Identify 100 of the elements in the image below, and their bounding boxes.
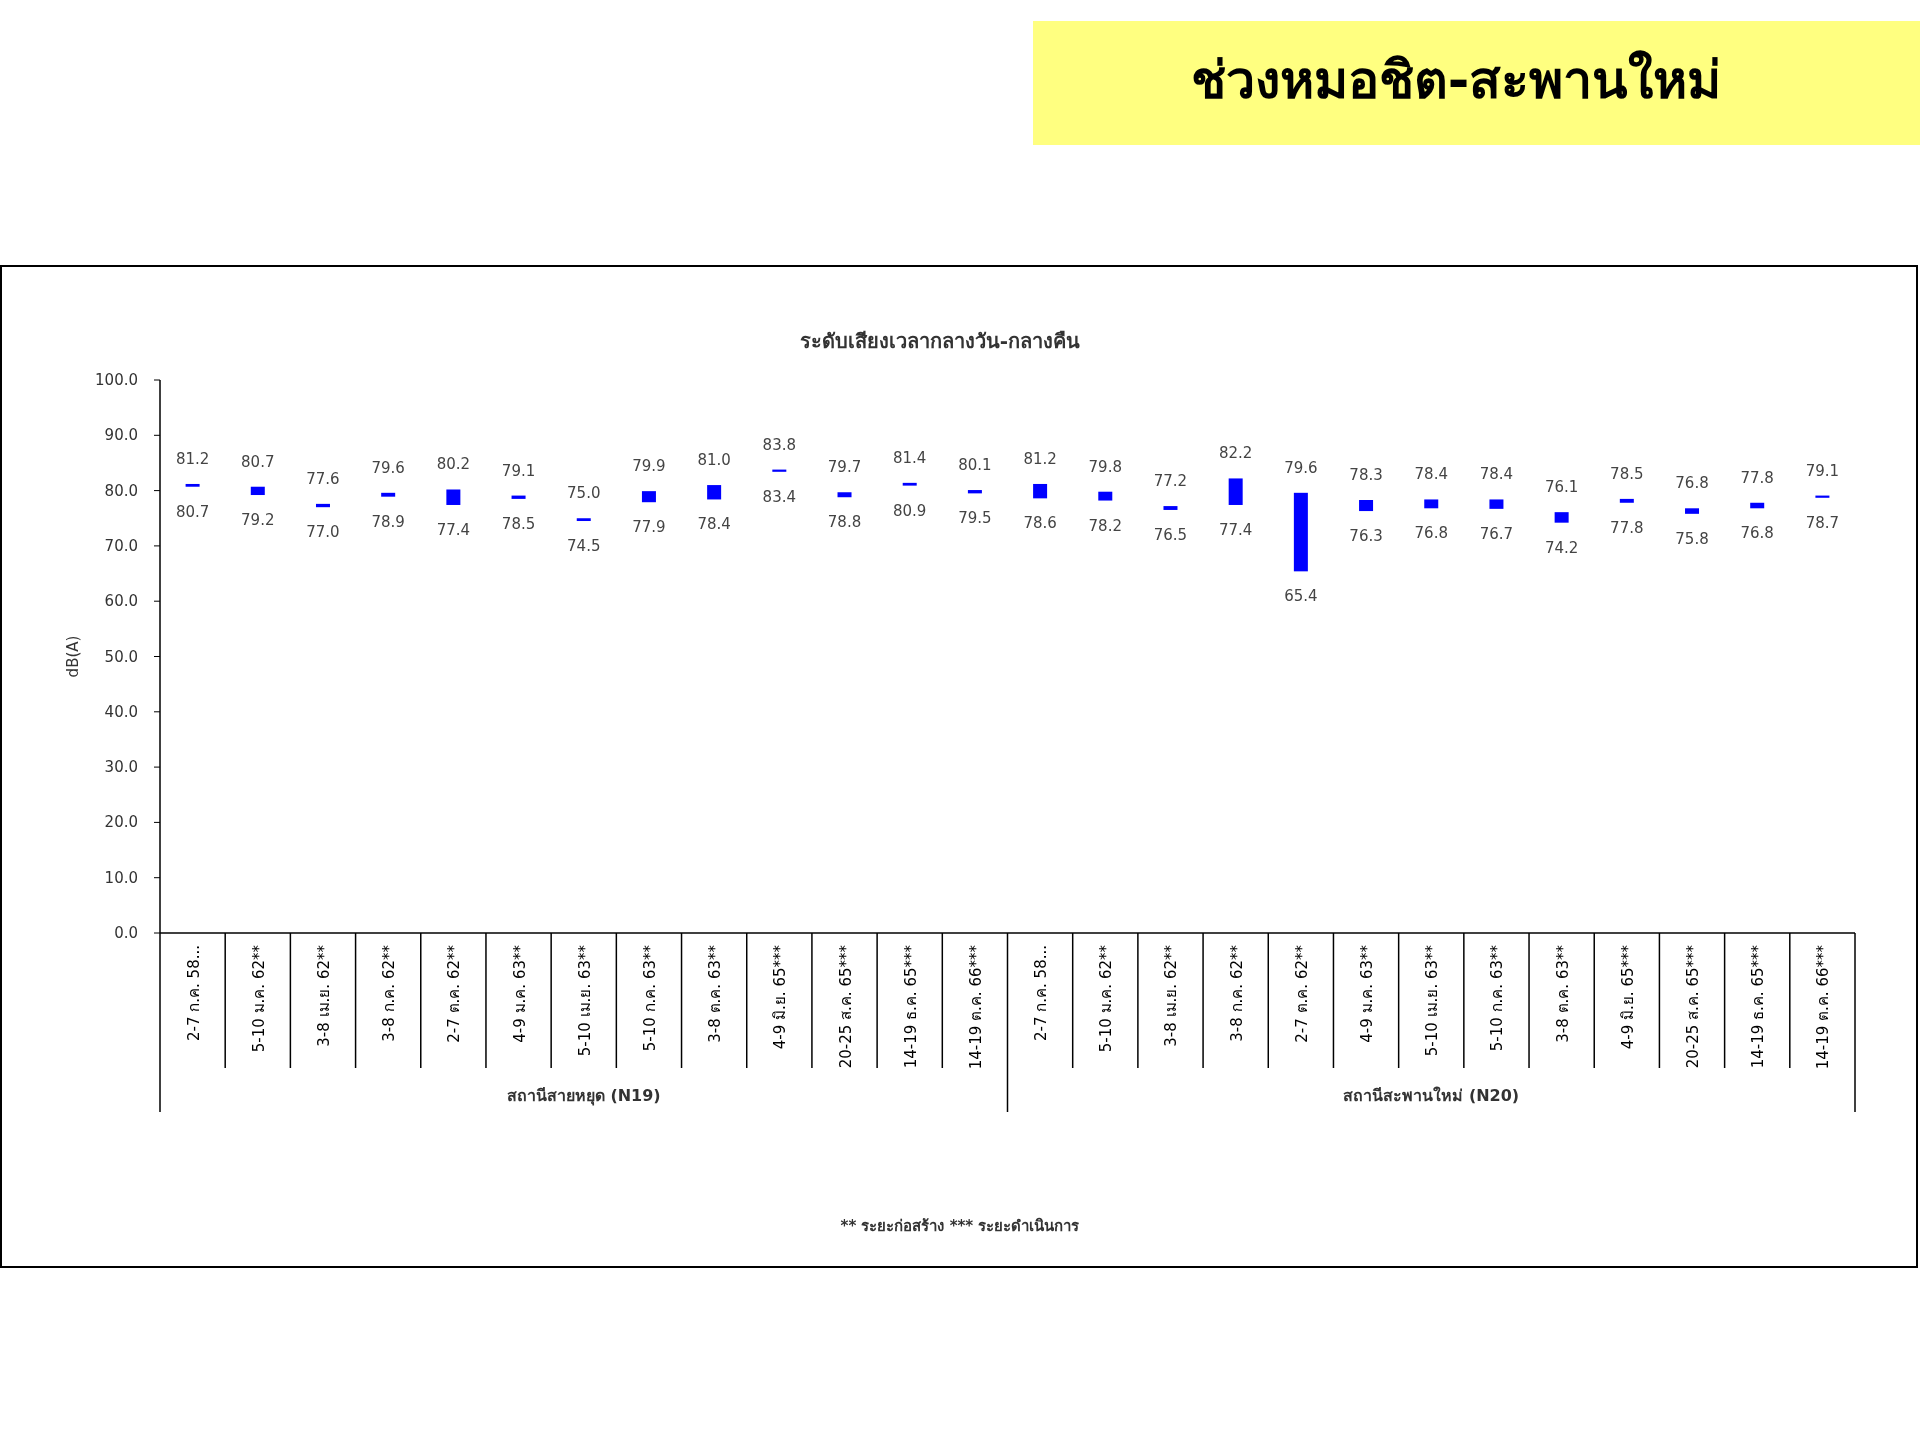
x-tick-label: 14-19 ธ.ค. 65*** [901,944,920,1069]
text: 79.6 [1284,458,1318,477]
text: 81.0 [697,451,731,470]
text: 75.8 [1675,529,1709,548]
bar [967,490,982,494]
text: 74.5 [567,537,601,556]
text: 79.7 [827,458,862,477]
bar [1750,502,1765,509]
bar [1685,508,1700,514]
x-tick-label: 14-19 ต.ค. 66*** [966,944,985,1070]
text: 76.5 [1153,525,1188,544]
y-tick-label: 90.0 [104,426,138,445]
text: 78.4 [1414,465,1448,484]
x-tick-label: 2-7 ต.ค. 62** [445,944,464,1043]
text: 80.9 [893,501,927,520]
text: สถานีสะพานใหม่ (N20) [1343,1086,1520,1105]
text: 79.5 [958,509,992,528]
chart-title: ช่วงหมอชิต-สะพานใหม่ [1190,50,1722,110]
bar [1228,478,1243,505]
text: 77.6 [306,469,340,488]
text: ** ระยะก่อสร้าง *** ระยะดำเนินการ [840,1217,1081,1235]
text: สถานีสายหยุด (N19) [506,1086,661,1106]
x-tick-label: 4-9 มิ.ย. 65*** [1618,944,1637,1050]
bar [1293,492,1308,572]
bar [446,489,461,505]
x-tick-label: 3-8 ก.ค. 62** [380,944,399,1042]
x-tick-label: 20-25 ส.ค. 65*** [836,944,855,1069]
text: 83.8 [762,435,797,454]
x-tick-label: 5-10 ม.ค. 62** [1097,944,1116,1053]
bar [837,492,852,498]
y-tick-label: 40.0 [104,702,138,721]
x-tick-label: 5-10 ก.ค. 63** [640,944,659,1052]
x-tick-label: 14-19 ต.ค. 66*** [1814,944,1833,1070]
bar [902,482,917,486]
bar [250,486,265,496]
text: 77.8 [1610,518,1644,537]
bar [1554,512,1569,523]
text: 77.4 [1218,520,1253,539]
text: 78.3 [1349,466,1383,484]
text: 80.1 [958,456,992,475]
x-tick-label: 5-10 เม.ย. 63** [575,944,594,1057]
x-tick-label: 5-10 เม.ย. 63** [1423,944,1442,1057]
bar [1033,483,1048,499]
text: 79.8 [1088,457,1122,476]
text: 65.4 [1284,587,1318,606]
y-axis-title: dB(A) [64,635,82,678]
y-tick-label: 50.0 [104,647,138,666]
text: 76.8 [1740,524,1774,543]
bar [707,485,722,500]
bar [1815,495,1830,498]
x-tick-label: 5-10 ม.ค. 62** [249,944,268,1053]
y-tick-label: 0.0 [114,924,138,942]
x-tick-label: 2-7 ต.ค. 62** [1292,944,1311,1043]
x-tick-label: 4-9 ม.ค. 63** [1358,944,1377,1043]
text: 78.4 [697,515,731,534]
text: 79.1 [1805,461,1840,480]
text: 78.9 [371,512,405,531]
chart-subtitle: ระดับเสียงเวลากลางวัน-กลางคืน [799,329,1081,353]
text: 83.4 [762,487,797,506]
text: 82.2 [1218,444,1253,463]
text: 81.2 [1023,449,1057,468]
y-tick-label: 20.0 [104,813,138,832]
x-tick-label: 2-7 ก.ค. 58... [184,945,203,1041]
text: 75.0 [567,484,601,503]
x-tick-label: 3-8 ก.ค. 62** [1227,944,1246,1042]
text: 78.8 [827,513,862,532]
text: 76.1 [1544,478,1579,497]
text: 77.0 [306,523,340,542]
bar [1163,506,1178,510]
text: 81.2 [175,449,210,468]
text: 74.2 [1544,538,1579,557]
text: 78.2 [1088,516,1122,535]
x-tick-label: 4-9 ม.ค. 63** [510,944,529,1043]
text: 77.8 [1740,468,1774,487]
text: 78.5 [501,514,536,533]
text: 81.4 [893,448,927,467]
text: 79.9 [632,457,666,476]
bar [1359,500,1374,512]
text: 76.8 [1675,474,1709,493]
text: 78.6 [1023,514,1057,533]
y-tick-label: 30.0 [104,758,138,777]
x-tick-label: 3-8 เม.ย. 62** [1162,944,1181,1047]
text: 79.6 [371,458,405,477]
x-tick-label: 14-19 ธ.ค. 65*** [1749,944,1768,1069]
y-tick-label: 10.0 [104,868,138,887]
bar [772,469,787,472]
bar [576,518,591,522]
x-tick-label: 3-8 ต.ค. 63** [1553,944,1572,1043]
y-tick-label: 60.0 [104,592,138,611]
bar [1619,498,1634,503]
y-tick-label: 100.0 [95,371,138,389]
text: 79.2 [241,511,275,530]
text: 76.8 [1414,524,1448,543]
bar [315,503,330,508]
text: 77.9 [632,518,666,537]
bar [1098,491,1113,501]
text: 80.7 [175,502,210,521]
x-tick-label: 4-9 มิ.ย. 65*** [771,944,790,1050]
bar [1489,499,1504,509]
bar [1424,499,1439,509]
